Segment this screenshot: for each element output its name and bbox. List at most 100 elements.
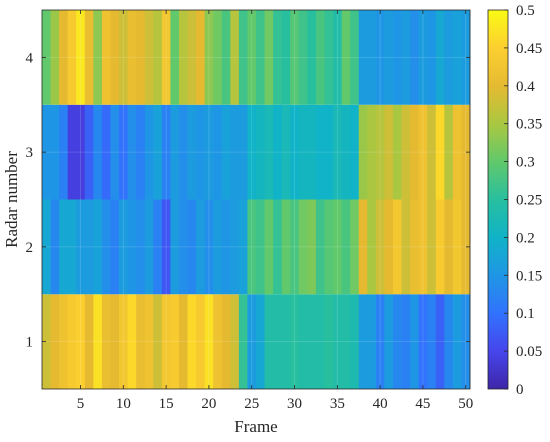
plot-frame — [41, 9, 471, 390]
heatmap-cell — [42, 10, 51, 105]
heatmap-cell — [350, 294, 360, 389]
x-tick-label: 35 — [330, 396, 345, 412]
heatmap-cell — [444, 199, 454, 295]
heatmap-cell — [93, 104, 103, 200]
heatmap-cell — [333, 10, 342, 105]
heatmap-cell — [290, 104, 300, 200]
colorbar-tick-label: 0.4 — [516, 79, 535, 95]
heatmap-cell — [127, 199, 137, 295]
heatmap-cell — [350, 10, 360, 105]
heatmap-cell — [341, 104, 351, 200]
heatmap-cell — [213, 294, 223, 389]
heatmap-cell — [204, 104, 214, 200]
heatmap-cell — [76, 104, 86, 200]
heatmap-cell — [358, 199, 368, 295]
heatmap-cell — [76, 294, 86, 389]
heatmap-cell — [350, 199, 360, 295]
heatmap-cell — [247, 104, 257, 200]
heatmap-cell — [341, 10, 351, 105]
heatmap-cell — [273, 199, 283, 295]
heatmap-cell — [110, 104, 120, 200]
heatmap-cell — [281, 294, 291, 389]
heatmap-cell — [264, 104, 274, 200]
heatmap-cell — [221, 10, 231, 105]
heatmap-cell — [256, 104, 265, 200]
x-tick-label: 30 — [287, 396, 302, 412]
colorbar-tick-label: 0.15 — [516, 268, 542, 284]
heatmap-cell — [452, 10, 462, 105]
heatmap-cell — [384, 104, 394, 200]
heatmap-cell — [76, 10, 86, 105]
heatmap-cell — [333, 294, 342, 389]
heatmap-cell — [101, 294, 111, 389]
heatmap-cell — [136, 199, 146, 295]
heatmap-cell — [315, 294, 325, 389]
heatmap-cell — [84, 10, 94, 105]
heatmap-cell — [144, 104, 154, 200]
heatmap-cell — [435, 199, 445, 295]
heatmap-cell — [392, 104, 402, 200]
heatmap-cell — [392, 10, 402, 105]
colorbar-ticks: 0 0.05 0.1 0.15 0.2 0.25 0.3 0.35 0.4 0.45 0.5 — [504, 3, 542, 398]
colorbar-tick-label: 0 — [516, 382, 524, 398]
heatmap-cell — [358, 294, 368, 389]
heatmap-cell — [307, 104, 317, 200]
heatmap-cell — [375, 104, 385, 200]
heatmap-cell — [42, 294, 51, 389]
heatmap-cell — [444, 10, 454, 105]
heatmap-cell — [93, 199, 103, 295]
heatmap-cell — [350, 104, 360, 200]
heatmap-cell — [119, 294, 128, 389]
heatmap-cell — [136, 104, 146, 200]
heatmap-cell — [153, 10, 163, 105]
y-axis-label: Radar number — [2, 151, 21, 248]
x-tick-label: 5 — [77, 396, 85, 412]
y-tick-label: 2 — [26, 240, 34, 256]
heatmap-cell — [435, 294, 445, 389]
heatmap-cell — [119, 10, 128, 105]
heatmap-cell — [110, 199, 120, 295]
heatmap-cell — [110, 10, 120, 105]
heatmap-cell — [315, 199, 325, 295]
x-tick-label: 50 — [458, 396, 473, 412]
heatmap-cell — [307, 10, 317, 105]
heatmap-cell — [59, 10, 69, 105]
heatmap-cell — [178, 104, 188, 200]
heatmap-cell — [127, 104, 137, 200]
heatmap-cell — [101, 199, 111, 295]
heatmap-cell — [221, 199, 231, 295]
heatmap-cell — [367, 104, 377, 200]
heatmap-cell — [247, 199, 257, 295]
colorbar-tick-label: 0.35 — [516, 117, 542, 133]
heatmap-cell — [101, 10, 111, 105]
heatmap-cell — [50, 10, 60, 105]
heatmap-cell — [273, 104, 283, 200]
heatmap-cell — [290, 10, 300, 105]
heatmap-cell — [127, 10, 137, 105]
heatmap-cell — [247, 10, 257, 105]
heatmap-cell — [230, 10, 240, 105]
colorbar-tick-label: 0.05 — [516, 344, 542, 360]
heatmap-cell — [187, 294, 197, 389]
heatmap-cell — [290, 199, 300, 295]
heatmap-cell — [427, 104, 437, 200]
heatmap-cell — [178, 199, 188, 295]
x-tick-label: 10 — [116, 396, 131, 412]
heatmap-cell — [307, 294, 317, 389]
heatmap-cell — [427, 10, 437, 105]
heatmap-cell — [256, 294, 265, 389]
heatmap-cell — [50, 199, 60, 295]
heatmap-cell — [170, 199, 180, 295]
heatmap-cell — [333, 104, 342, 200]
heatmap-cell — [213, 104, 223, 200]
heatmap-cell — [290, 294, 300, 389]
heatmap-cell — [273, 294, 283, 389]
heatmap-cell — [324, 294, 334, 389]
heatmap-cell — [153, 199, 163, 295]
heatmap-cell — [324, 10, 334, 105]
heatmap-cell — [238, 10, 248, 105]
heatmap-cell — [238, 199, 248, 295]
heatmap-cell — [59, 104, 69, 200]
heatmap-cell — [178, 294, 188, 389]
heatmap-cell — [59, 199, 69, 295]
